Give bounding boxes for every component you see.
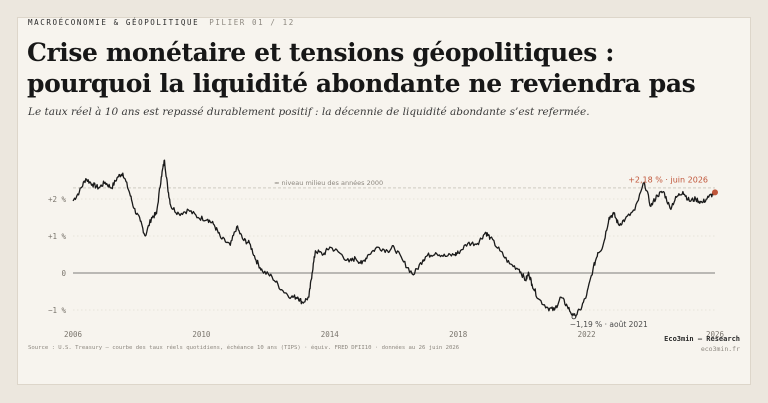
reference-line-label: ≈ niveau milieu des années 2000 xyxy=(274,179,383,187)
pillar-counter: PILIER 01 / 12 xyxy=(209,18,295,27)
source-note: Source : U.S. Treasury — courbe des taux… xyxy=(28,345,460,351)
series-line xyxy=(72,159,716,319)
x-tick-label: 2026 xyxy=(706,330,725,339)
y-tick-label: 0 xyxy=(61,269,66,278)
reference-line: ≈ niveau milieu des années 2000 xyxy=(73,179,715,189)
x-tick-label: 2010 xyxy=(192,330,211,339)
x-axis: 2006 2010 2014 2018 2022 2026 xyxy=(64,330,725,339)
y-tick-label: −1 % xyxy=(48,306,67,315)
annotation-label: +2,18 % · juin 2026 xyxy=(628,175,708,184)
y-axis: +2 % +1 % 0 −1 % xyxy=(48,195,67,315)
brand-block: Eco3min — Research eco3min.fr xyxy=(664,335,740,353)
page-title: Crise monétaire et tensions géopolitique… xyxy=(27,38,696,98)
card xyxy=(17,17,751,385)
endpoint-marker xyxy=(712,189,718,196)
chart-grid xyxy=(73,198,715,311)
kicker: MACROÉCONOMIE & GÉOPOLITIQUE PILIER 01 / … xyxy=(28,18,295,27)
brand-name: Eco3min — Research xyxy=(664,335,740,343)
page-subtitle: Le taux réel à 10 ans est repassé durabl… xyxy=(28,106,590,118)
y-tick-label: +1 % xyxy=(48,232,67,241)
low-marker xyxy=(571,314,576,320)
x-tick-label: 2018 xyxy=(449,330,468,339)
brand-url: eco3min.fr xyxy=(700,345,740,353)
x-tick-label: 2014 xyxy=(321,330,340,339)
x-tick-label: 2006 xyxy=(64,330,83,339)
series-group xyxy=(72,159,716,319)
x-tick-label: 2022 xyxy=(578,330,596,339)
annotations: +2,18 % · juin 2026 −1,19 % · août 2021 xyxy=(570,175,718,329)
y-tick-label: +2 % xyxy=(48,195,67,204)
kicker-topic: MACROÉCONOMIE & GÉOPOLITIQUE xyxy=(28,18,200,27)
annotation-label: −1,19 % · août 2021 xyxy=(570,320,648,329)
